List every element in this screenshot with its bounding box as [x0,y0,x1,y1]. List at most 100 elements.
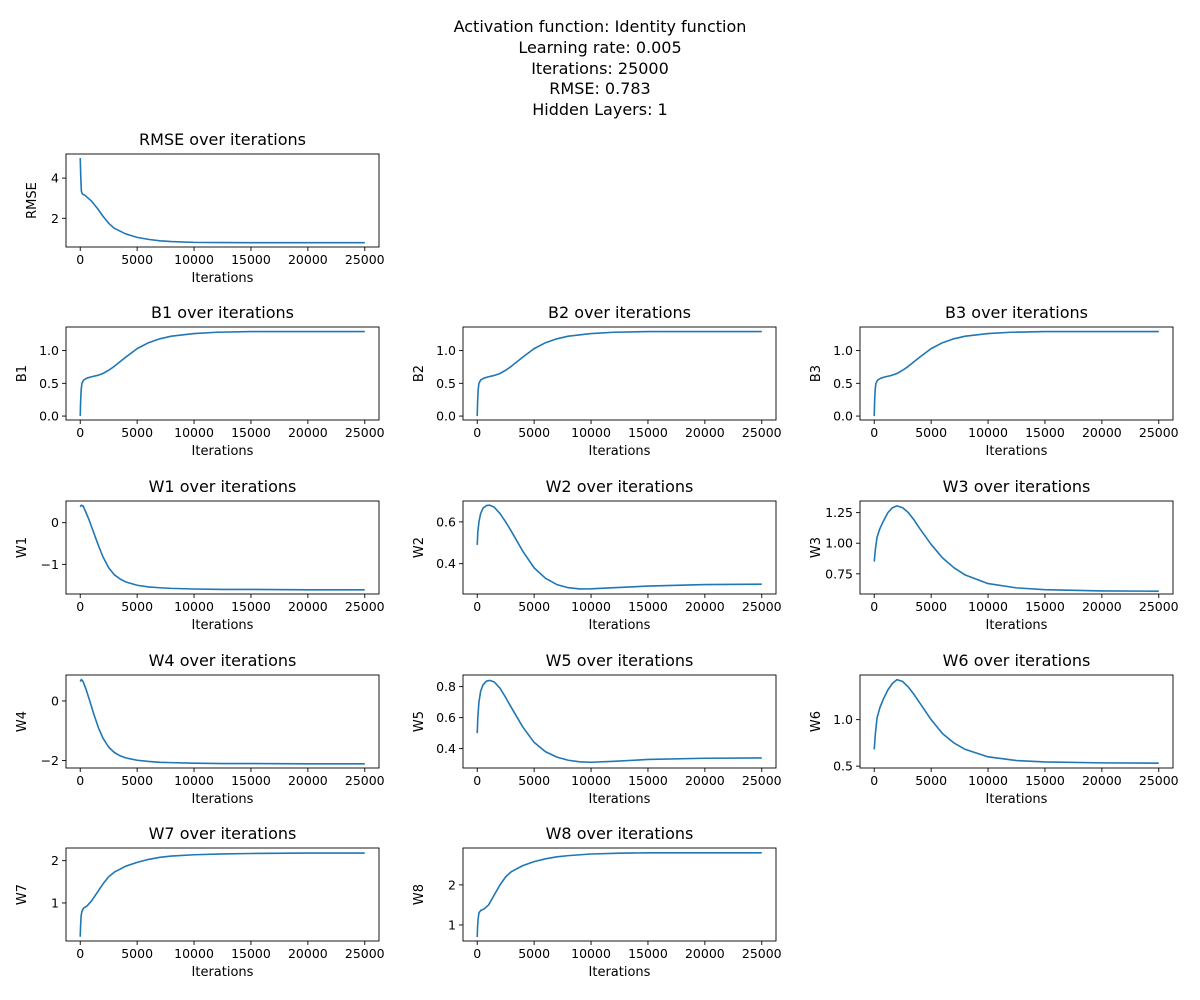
b3-x-axis-label: Iterations [986,444,1048,459]
w3-y-axis-label: W3 [809,537,824,558]
suptitle-hidden-layers: Hidden Layers: 1 [532,100,668,120]
suptitle-learning-rate: Learning rate: 0.005 [518,37,682,57]
w4-x-tick-label: 0 [76,773,84,788]
b3-subplot: B3 over iterations 0 5000 10000 15000 20000 25… [809,303,1179,459]
w6-axes-frame [859,674,1174,769]
w5-y-axis-label: W5 [412,711,427,732]
w4-y-tick-label: 0 [51,693,59,708]
w5-axes-frame [462,674,777,769]
b3-y-tick-label: 0.0 [833,409,853,424]
w8-y-axis-label: W8 [412,884,427,905]
b3-x-tick-label: 5000 [915,425,947,440]
w8-x-tick-label: 0 [473,946,481,961]
w3-x-tick-label: 5000 [915,599,947,614]
b2-chart-title: B2 over iterations [548,303,691,322]
w1-axes-frame [65,500,380,595]
w1-x-tick-label: 0 [76,599,84,614]
w3-chart-title: W3 over iterations [943,477,1091,496]
w4-series-line [79,678,365,765]
b3-x-tick-label: 15000 [1025,425,1065,440]
b2-x-tick-label: 10000 [571,425,611,440]
w5-x-axis-label: Iterations [589,792,651,807]
w1-chart-title: W1 over iterations [149,477,297,496]
w8-x-tick-label: 15000 [628,946,668,961]
b1-x-tick-label: 10000 [174,425,214,440]
b2-x-tick-label: 15000 [628,425,668,440]
w4-axes-frame [65,674,380,769]
w6-subplot: W6 over iterations 0 5000 10000 15000 20000 25… [809,651,1179,807]
b1-axes-frame [65,326,380,421]
w8-chart-title: W8 over iterations [546,824,694,843]
w1-y-axis-label: W1 [15,537,30,558]
b3-x-tick-label: 10000 [968,425,1008,440]
w8-x-tick-label: 10000 [571,946,611,961]
w7-subplot: W7 over iterations 0 5000 10000 15000 20000 25… [15,824,385,980]
w7-x-tick-label: 25000 [345,946,385,961]
b1-x-tick-label: 5000 [121,425,153,440]
w5-x-tick-label: 20000 [685,773,725,788]
w2-y-tick-label: 0.4 [436,556,456,571]
b2-y-tick-label: 0.5 [436,376,456,391]
w7-y-tick-label: 1 [51,895,59,910]
w7-x-tick-label: 20000 [288,946,328,961]
b3-x-tick-label: 25000 [1139,425,1179,440]
rmse-series-line [79,157,365,244]
b3-x-tick-label: 0 [870,425,878,440]
w2-x-tick-label: 25000 [742,599,782,614]
b2-x-tick-label: 25000 [742,425,782,440]
rmse-chart-title: RMSE over iterations [139,130,306,149]
w3-x-tick-label: 25000 [1139,599,1179,614]
w1-series-line [79,504,365,591]
rmse-x-tick-label: 20000 [288,252,328,267]
w5-y-tick-label: 0.8 [436,679,456,694]
w5-y-tick-label: 0.6 [436,710,456,725]
w8-x-tick-label: 20000 [685,946,725,961]
w7-x-tick-label: 0 [76,946,84,961]
b1-subplot: B1 over iterations 0 5000 10000 15000 20000 25… [15,303,385,459]
b3-series-line [873,330,1159,417]
b2-y-axis-label: B2 [412,365,427,382]
w3-y-tick-label: 1.25 [825,505,853,520]
w6-series-line [873,678,1159,764]
rmse-y-axis-label: RMSE [25,182,40,219]
w6-y-tick-label: 1.0 [833,712,853,727]
rmse-subplot: RMSE over iterations 0 5000 10000 15000 20000… [25,130,385,286]
w6-x-axis-label: Iterations [986,792,1048,807]
w6-chart-title: W6 over iterations [943,651,1091,670]
w4-x-tick-label: 5000 [121,773,153,788]
b1-x-tick-label: 0 [76,425,84,440]
suptitle-activation-function: Activation function: Identity function [453,17,747,36]
b2-y-tick-label: 1.0 [436,343,456,358]
w3-subplot: W3 over iterations 0 5000 10000 15000 20000 25… [809,477,1179,633]
w7-y-tick-label: 2 [51,853,59,868]
b1-x-tick-label: 15000 [231,425,271,440]
w1-y-tick-label: 0 [51,515,59,530]
w2-y-axis-label: W2 [412,537,427,558]
w5-x-tick-label: 5000 [518,773,550,788]
b3-chart-title: B3 over iterations [945,303,1088,322]
w6-x-tick-label: 5000 [915,773,947,788]
w4-x-tick-label: 25000 [345,773,385,788]
rmse-x-tick-label: 25000 [345,252,385,267]
b1-y-tick-label: 1.0 [39,343,59,358]
w8-series-line [476,852,762,938]
w4-chart-title: W4 over iterations [149,651,297,670]
w4-y-tick-label: −2 [41,753,59,768]
w2-series-line [476,504,762,590]
figure-suptitle: Activation function: Identity function L… [0,17,1200,121]
w8-x-axis-label: Iterations [589,965,651,980]
suptitle-iterations: Iterations: 25000 [531,58,669,78]
w5-y-tick-label: 0.4 [436,741,456,756]
b2-x-tick-label: 5000 [518,425,550,440]
rmse-axes-frame [65,153,380,248]
b1-y-axis-label: B1 [15,365,30,382]
w2-x-tick-label: 10000 [571,599,611,614]
w2-x-axis-label: Iterations [589,618,651,633]
b3-y-axis-label: B3 [809,365,824,382]
w6-x-tick-label: 0 [870,773,878,788]
b1-x-axis-label: Iterations [192,444,254,459]
w1-x-tick-label: 5000 [121,599,153,614]
w7-y-axis-label: W7 [15,884,30,905]
w6-y-tick-label: 0.5 [833,759,853,774]
w5-x-tick-label: 10000 [571,773,611,788]
